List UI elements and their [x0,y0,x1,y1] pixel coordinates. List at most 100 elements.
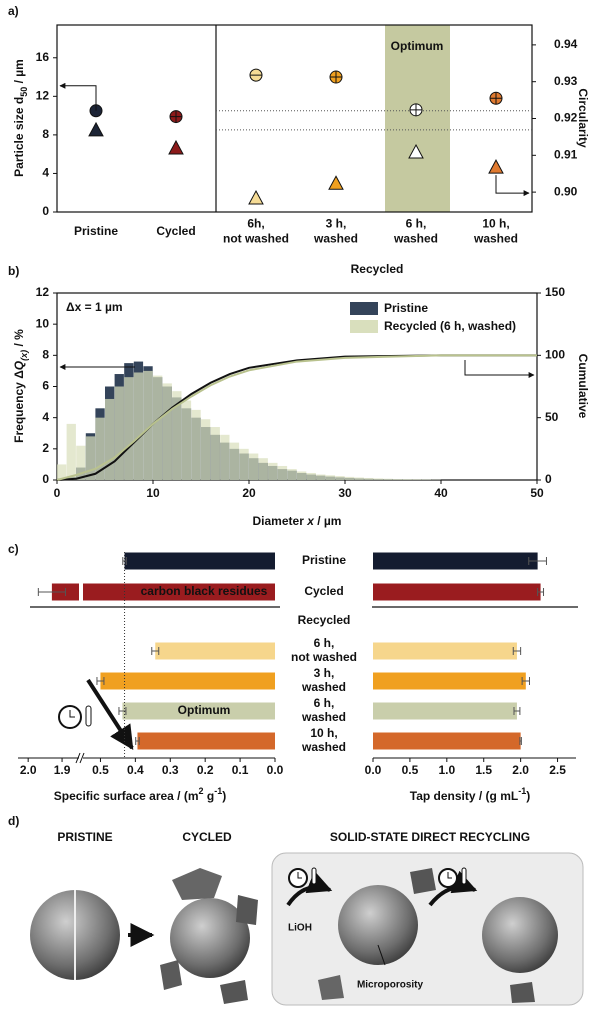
histogram-bar [57,464,67,480]
y-tick-label: 16 [36,50,50,64]
x-axis-label: Diameter x / µm [253,514,342,528]
annotation: Δx = 1 µm [66,300,123,314]
plot-frame [56,24,533,213]
histogram-bar [277,465,288,480]
histogram-bar [335,476,345,480]
x-tick-label: 0.3 [162,763,179,777]
histogram-bar [153,375,163,480]
label-line: washed [393,232,438,246]
y2-axis-label: Cumulative [576,354,590,419]
label-line: 6 h, [314,696,335,710]
tap-density-bar [373,552,538,570]
histogram-bar [124,377,134,480]
error-bar [151,647,160,655]
fragment [236,895,258,925]
group-label: Recycled [351,262,404,276]
x-tick-label: 1.9 [54,763,71,777]
particle-image [338,885,418,965]
arrow [59,82,97,111]
y-axis-label: Particle size d50 / µm [12,59,29,177]
fragment [318,975,344,1000]
arrow [495,175,530,197]
tap-density-bar [373,642,517,660]
label-line: 10 h, [482,217,509,231]
label-line: 3 h, [326,217,347,231]
histogram-bar [105,398,115,480]
label-part: Tap density / (g mL [410,789,518,803]
histogram-bar [85,436,96,480]
fragment [220,980,248,1004]
y-tick-label: 8 [42,127,49,141]
label-line: washed [301,710,346,724]
label-line: Pristine [74,224,118,238]
histogram-bar [191,409,201,480]
y-tick-label: 4 [42,166,49,180]
legend-label: Recycled (6 h, washed) [384,319,516,333]
fragment [410,868,436,894]
label-line: washed [301,740,346,754]
label-line: 3 h, [314,666,335,680]
label-line: Pristine [302,553,346,567]
fragment [160,960,182,990]
error-bar [512,647,522,655]
histogram-bar [345,476,355,480]
label-part: -1 [214,786,222,796]
histogram-bar [76,445,86,480]
error-bar [37,588,66,596]
y-tick-label: 8 [42,348,49,362]
cumulative-line [56,354,537,481]
error-bar [519,737,522,745]
category-label: 3 h, washed [301,666,346,694]
label-part: -1 [518,786,526,796]
label-line: Cycled [304,584,343,598]
y2-tick-label: 0.94 [554,37,578,51]
arrow [286,870,333,907]
particle-image [482,897,558,973]
label-line: washed [301,680,346,694]
surface-area-bar [124,552,276,570]
y2-tick-label: 0.91 [554,147,578,161]
circularity-marker [248,189,264,205]
legend-label: Pristine [384,301,428,315]
x-tick-label: 40 [434,486,448,500]
x-tick-label: 0 [54,486,61,500]
histogram-bar [172,391,182,480]
category-label: 6 h, washed [301,696,346,724]
label-part: 50 [19,87,29,97]
histogram-bar [210,427,220,480]
y2-tick-label: 0.92 [554,111,578,125]
histogram-bar [181,400,192,480]
label-line: 6 h, [314,636,335,650]
stage-title: PRISTINE [57,830,112,844]
label-line: 6h, [247,217,264,231]
clock-icon [438,867,467,888]
error-bar [521,677,530,685]
clock-icon [288,867,317,888]
x-tick-label: 6h, not washed [223,217,289,246]
histogram-bar [268,462,278,480]
x-tick-label: 0.0 [267,763,284,777]
label-part: / µm [12,59,26,87]
histogram-bar [354,477,364,480]
label-part: Specific surface area / (m [54,789,199,803]
label-part: ) [222,789,226,803]
label-part: / µm [314,514,342,528]
x-tick-label: 1.5 [475,763,492,777]
tap-density-bar [373,732,521,750]
y-axis-label: Frequency ΔQ(x) / % [12,329,29,443]
label-part: / % [12,329,26,350]
surface-area-bar [122,702,276,720]
histogram-bar [316,474,326,480]
feature-label: Microporosity [357,980,424,991]
y2-tick-label: 150 [545,285,565,299]
y2-axis-label: Circularity [576,88,590,148]
y2-tick-label: 50 [545,410,559,424]
histogram-bar [325,475,336,480]
y2-tick-label: 0.93 [554,74,578,88]
x-tick-label: 3 h, washed [313,217,358,246]
tap-density-bar [373,672,526,690]
x-tick-label: Cycled [156,224,195,238]
histogram-bar [249,453,259,480]
reagent-label: LiOH [288,923,312,934]
histogram-bar [258,458,268,480]
